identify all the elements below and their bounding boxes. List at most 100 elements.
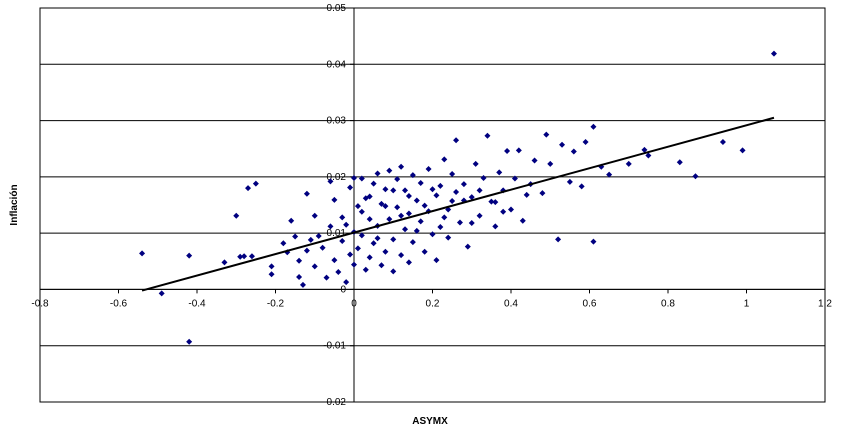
data-point xyxy=(590,238,597,245)
data-point xyxy=(488,198,495,205)
data-point xyxy=(374,235,381,242)
data-point xyxy=(311,212,318,219)
data-point xyxy=(299,281,306,288)
data-point xyxy=(402,187,409,194)
data-point xyxy=(296,274,303,281)
data-point xyxy=(158,290,165,297)
x-tick-label: -0.6 xyxy=(110,298,128,309)
data-point xyxy=(339,238,346,245)
y-tick-label: 0.05 xyxy=(327,3,347,14)
data-point xyxy=(268,271,275,278)
data-point xyxy=(515,147,522,154)
data-point xyxy=(386,167,393,174)
data-point xyxy=(331,196,338,203)
data-point xyxy=(555,236,562,243)
y-tick-label: 0 xyxy=(340,284,346,295)
data-point xyxy=(248,253,255,260)
data-point xyxy=(625,160,632,167)
data-point xyxy=(719,138,726,145)
data-point xyxy=(303,190,310,197)
data-point xyxy=(327,223,334,230)
data-point xyxy=(366,193,373,200)
data-point xyxy=(676,159,683,166)
data-point xyxy=(382,248,389,255)
data-point xyxy=(445,234,452,241)
data-point xyxy=(268,263,275,270)
data-point xyxy=(398,163,405,170)
data-point xyxy=(386,216,393,223)
data-point xyxy=(233,212,240,219)
data-point xyxy=(566,178,573,185)
data-point xyxy=(559,141,566,148)
data-point xyxy=(343,279,350,286)
data-point xyxy=(378,262,385,269)
data-point xyxy=(547,160,554,167)
data-point xyxy=(241,253,248,260)
y-tick-label: -0.01 xyxy=(323,341,346,352)
data-point xyxy=(139,250,146,257)
data-point xyxy=(370,240,377,247)
data-point xyxy=(484,132,491,139)
data-point xyxy=(366,216,373,223)
data-point xyxy=(354,245,361,252)
data-point xyxy=(425,165,432,172)
data-point xyxy=(335,268,342,275)
data-point xyxy=(390,268,397,275)
data-point xyxy=(311,263,318,270)
data-point xyxy=(496,169,503,176)
data-point xyxy=(437,223,444,230)
data-point xyxy=(739,147,746,154)
data-point xyxy=(449,171,456,178)
data-point xyxy=(288,217,295,224)
data-point xyxy=(394,176,401,183)
data-point xyxy=(433,192,440,199)
data-point xyxy=(413,227,420,234)
data-point xyxy=(237,253,244,260)
data-point xyxy=(398,212,405,219)
data-point xyxy=(409,239,416,246)
data-point xyxy=(472,160,479,167)
data-point xyxy=(508,206,514,213)
data-point xyxy=(315,232,322,239)
x-tick-label: 1 xyxy=(744,298,750,309)
x-tick-label: -0.4 xyxy=(188,298,206,309)
data-point xyxy=(441,214,448,221)
data-point xyxy=(186,252,193,259)
data-point xyxy=(331,257,338,264)
y-axis-title: Inflación xyxy=(9,184,20,225)
data-point xyxy=(405,259,412,266)
data-point xyxy=(417,218,424,225)
data-point xyxy=(351,261,357,268)
y-tick-label: 0.03 xyxy=(327,116,347,127)
data-point xyxy=(307,236,314,243)
data-point xyxy=(378,200,385,207)
plot-area-border xyxy=(39,7,826,403)
x-tick-label: -0.8 xyxy=(31,298,49,309)
data-point xyxy=(582,138,589,145)
data-point xyxy=(492,223,499,230)
data-point xyxy=(358,232,365,239)
data-point xyxy=(292,233,299,240)
data-point xyxy=(405,192,412,199)
data-point xyxy=(370,180,377,187)
data-point xyxy=(539,190,546,197)
data-point xyxy=(476,187,483,194)
x-tick-label: 0.8 xyxy=(661,298,675,309)
data-point xyxy=(280,240,287,247)
y-tick-labels: -0.02 -0.01 0 0.01 0.02 0.03 0.04 0.05 xyxy=(323,3,346,408)
data-point xyxy=(409,172,416,179)
data-point xyxy=(421,248,428,255)
data-point xyxy=(402,226,409,233)
data-point xyxy=(221,259,228,266)
data-point xyxy=(480,174,487,181)
data-point xyxy=(523,191,530,198)
data-point xyxy=(770,50,777,57)
data-point xyxy=(519,217,526,224)
data-point xyxy=(358,175,365,182)
data-point xyxy=(433,257,440,264)
data-point xyxy=(382,186,389,193)
data-point xyxy=(358,208,365,215)
data-point xyxy=(398,252,405,259)
